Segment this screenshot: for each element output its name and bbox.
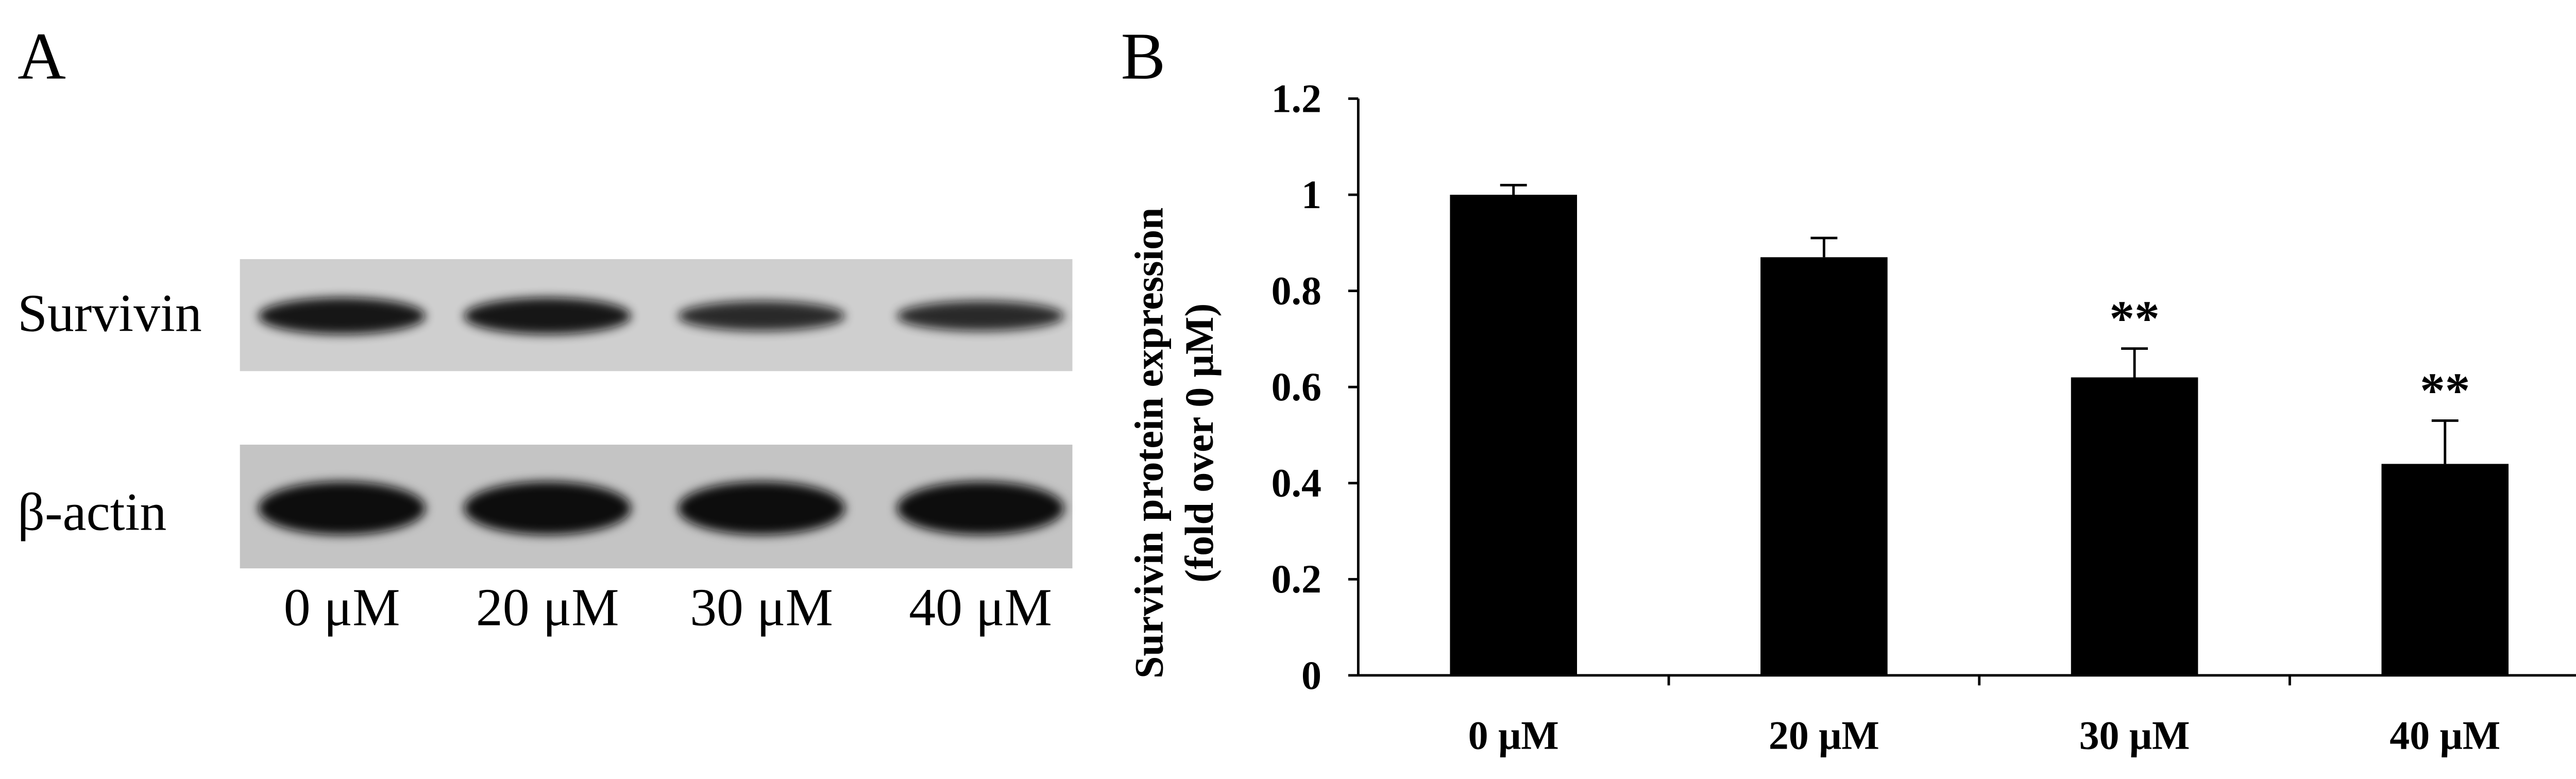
- panel-label: B: [1121, 19, 1166, 93]
- y-axis-label-line: (fold over 0 μM): [1177, 303, 1222, 583]
- lane-label: 0 μM: [284, 578, 400, 637]
- lane-label: 20 μM: [476, 578, 619, 637]
- blot-band: [258, 481, 426, 535]
- blot-band: [464, 297, 631, 334]
- bar: [1760, 257, 1888, 675]
- y-axis-label-line: Survivin protein expression: [1127, 208, 1172, 679]
- lane-label: 40 μM: [909, 578, 1052, 637]
- blot-band: [258, 297, 426, 334]
- x-tick-label: 30 μM: [2079, 714, 2190, 758]
- y-tick-label: 0.4: [1272, 461, 1321, 505]
- y-tick-label: 0.6: [1272, 365, 1321, 409]
- significance-label: **: [2420, 363, 2470, 418]
- y-tick-label: 0: [1301, 653, 1321, 698]
- blot-band: [464, 481, 631, 535]
- blot-row-label: Survivin: [18, 283, 202, 343]
- blot-row-label: β-actin: [18, 483, 166, 542]
- x-tick-label: 20 μM: [1769, 714, 1879, 758]
- bar: [1450, 195, 1577, 675]
- y-tick-label: 1.2: [1272, 76, 1321, 121]
- bar: [2071, 377, 2198, 675]
- blot-band: [677, 481, 845, 535]
- lane-label: 30 μM: [690, 578, 833, 637]
- blot-band: [677, 301, 845, 331]
- y-tick-label: 0.2: [1272, 557, 1321, 601]
- blot-band: [896, 301, 1064, 331]
- blot-band: [896, 481, 1064, 535]
- y-tick-label: 0.8: [1272, 269, 1321, 313]
- y-tick-label: 1: [1301, 173, 1321, 217]
- significance-label: **: [2109, 291, 2159, 347]
- y-axis-label: Survivin protein expression (fold over 0 …: [1127, 208, 1222, 679]
- panel-label: A: [18, 19, 66, 93]
- x-tick-label: 0 μM: [1468, 714, 1559, 758]
- bar: [2381, 464, 2509, 675]
- x-tick-label: 40 μM: [2389, 714, 2500, 758]
- blot: [240, 259, 1073, 569]
